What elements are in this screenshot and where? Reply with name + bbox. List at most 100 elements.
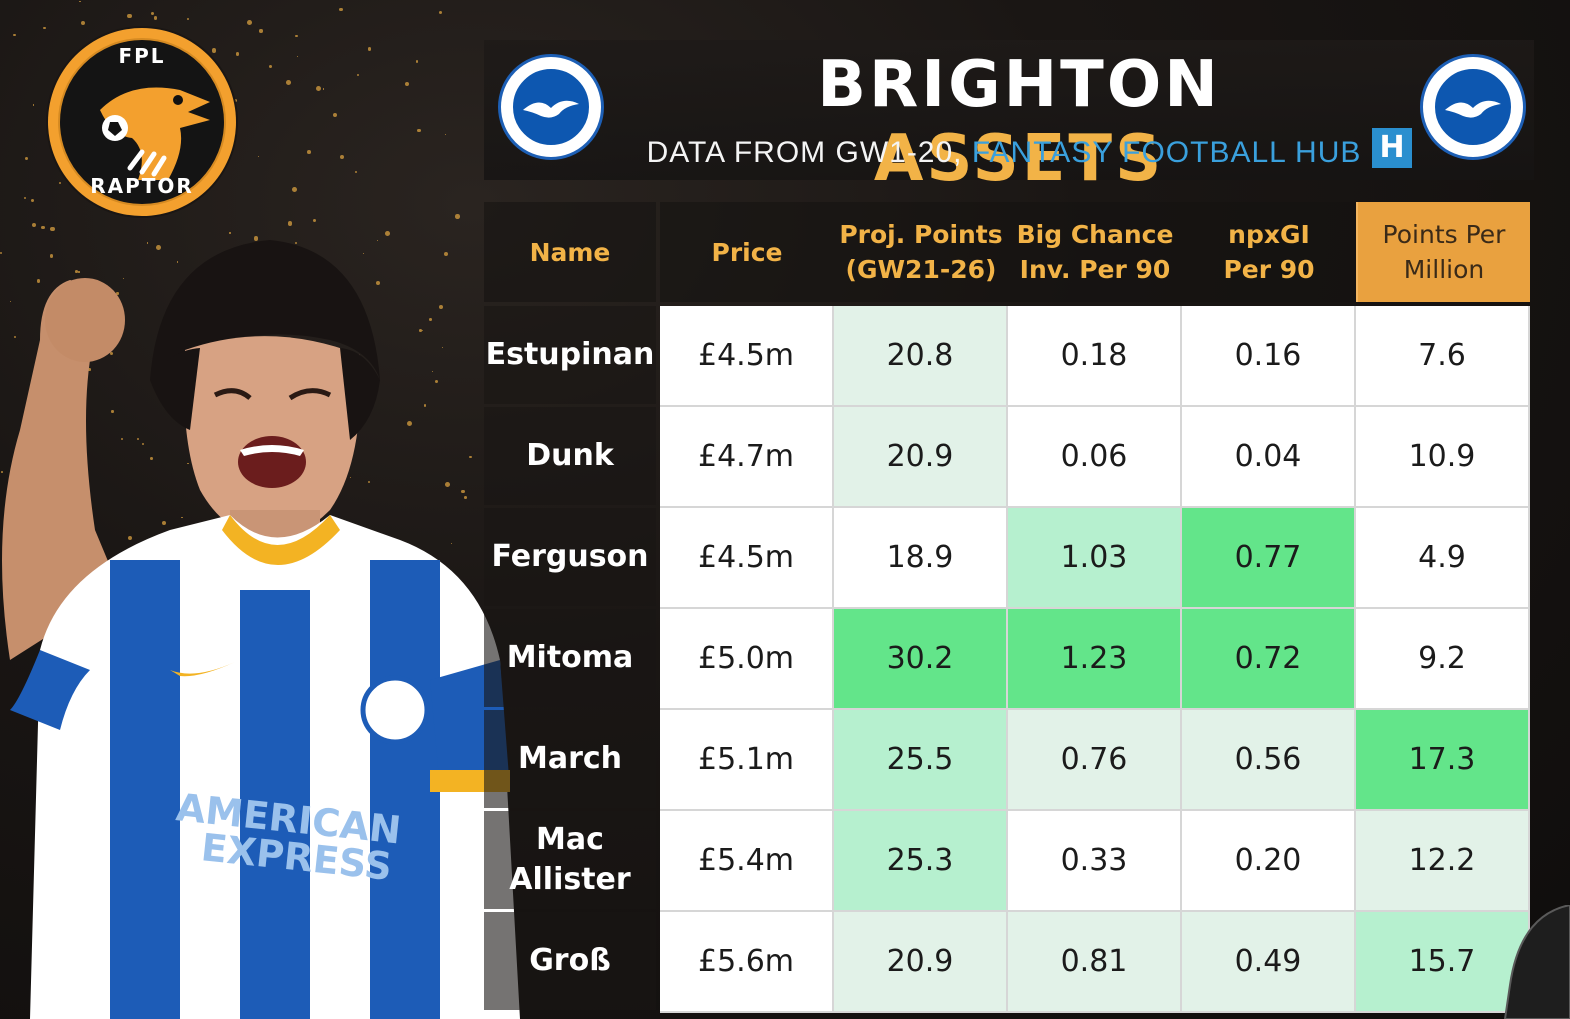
gold-speck (444, 133, 446, 135)
player-photo: AMERICAN EXPRESS (2, 240, 520, 1019)
gold-speck (431, 370, 433, 373)
cell-npxgi: 0.20 (1182, 811, 1356, 912)
cell-proj: 30.2 (834, 609, 1008, 710)
gold-speck (50, 226, 55, 232)
gold-speck (439, 305, 444, 310)
gold-speck (455, 214, 460, 219)
gold-speck (41, 225, 45, 230)
title-word-brighton: BRIGHTON (817, 48, 1221, 122)
gold-speck (151, 12, 155, 16)
column-header: Price (660, 202, 834, 302)
gold-speck (407, 420, 413, 426)
cell-proj: 20.9 (834, 407, 1008, 508)
gold-speck (10, 300, 12, 303)
cell-ppm: 12.2 (1356, 811, 1530, 912)
column-header: Points Per Million (1356, 202, 1530, 302)
gold-speck (269, 64, 273, 68)
cell-price: £4.5m (660, 306, 834, 407)
gold-speck (367, 46, 372, 51)
cell-price: £5.0m (660, 609, 834, 710)
gold-speck (75, 270, 78, 274)
gold-speck (0, 252, 3, 255)
gold-speck (80, 20, 86, 26)
gold-speck (110, 351, 114, 355)
gold-speck (246, 19, 252, 25)
gold-speck (385, 230, 391, 236)
gold-speck (313, 219, 317, 223)
player-name-cell: Groß (484, 912, 656, 1010)
gold-speck (153, 16, 158, 21)
gold-speck (155, 245, 161, 251)
gold-speck (120, 437, 124, 441)
gold-speck (177, 261, 179, 263)
cell-bci: 1.03 (1008, 508, 1182, 609)
logo-top-text: FPL (118, 44, 166, 68)
gold-speck (435, 379, 439, 383)
gold-speck (36, 279, 41, 283)
gold-speck (229, 232, 231, 234)
player-name-cell: Dunk (484, 407, 656, 505)
gold-speck (429, 318, 432, 321)
gold-speck (444, 481, 450, 487)
logo-bottom-text: RAPTOR (90, 174, 194, 198)
cell-proj: 20.8 (834, 306, 1008, 407)
gold-speck (375, 281, 380, 286)
gold-speck (233, 98, 238, 102)
cell-ppm: 7.6 (1356, 306, 1530, 407)
gold-speck (24, 197, 27, 199)
cell-ppm: 15.7 (1356, 912, 1530, 1013)
gold-speck (142, 442, 144, 445)
gold-speck (464, 496, 468, 499)
brighton-badge-right (1420, 54, 1526, 160)
cell-npxgi: 0.77 (1182, 508, 1356, 609)
cell-bci: 0.06 (1008, 407, 1182, 508)
gold-speck (79, 0, 81, 3)
gold-speck (332, 112, 337, 117)
title-header: BRIGHTON ASSETS DATA FROM GW1-20, FANTAS… (484, 40, 1534, 196)
cell-price: £5.1m (660, 710, 834, 811)
gold-speck (187, 462, 189, 465)
hub-logo-icon: H (1372, 128, 1412, 168)
gold-speck (58, 182, 61, 185)
gold-speck (285, 80, 291, 86)
cell-price: £5.6m (660, 912, 834, 1013)
column-header: npxGI Per 90 (1182, 202, 1356, 302)
gold-speck (49, 253, 54, 258)
gold-speck (295, 35, 298, 38)
gold-speck (339, 154, 344, 159)
seagull-icon (1445, 100, 1501, 118)
cell-price: £4.7m (660, 407, 834, 508)
gold-speck (128, 535, 132, 540)
gold-speck (32, 222, 37, 227)
gold-speck (367, 480, 371, 483)
player-name-cell: Estupinan (484, 306, 656, 404)
gold-speck (450, 543, 452, 545)
gold-speck (415, 59, 419, 63)
gold-speck (421, 330, 424, 332)
gold-speck (24, 156, 28, 160)
gold-speck (13, 33, 16, 37)
gold-speck (316, 86, 322, 92)
gold-speck (259, 29, 263, 33)
column-header: Name (484, 202, 656, 302)
gold-speck (111, 410, 114, 413)
gold-speck (78, 271, 80, 273)
title-word-assets: ASSETS (873, 122, 1165, 196)
gold-speck (469, 456, 472, 459)
gold-speck (306, 150, 311, 154)
gold-speck (257, 156, 259, 158)
gold-speck (123, 278, 125, 280)
gold-speck (438, 10, 442, 15)
cell-npxgi: 0.56 (1182, 710, 1356, 811)
cell-bci: 0.76 (1008, 710, 1182, 811)
cell-bci: 0.33 (1008, 811, 1182, 912)
gold-speck (88, 368, 91, 371)
gold-speck (461, 489, 465, 494)
gold-speck (322, 88, 325, 91)
gold-speck (14, 336, 17, 339)
cell-price: £4.5m (660, 508, 834, 609)
gold-speck (162, 520, 167, 525)
cell-npxgi: 0.16 (1182, 306, 1356, 407)
gold-speck (355, 171, 358, 173)
gold-speck (1, 471, 4, 473)
